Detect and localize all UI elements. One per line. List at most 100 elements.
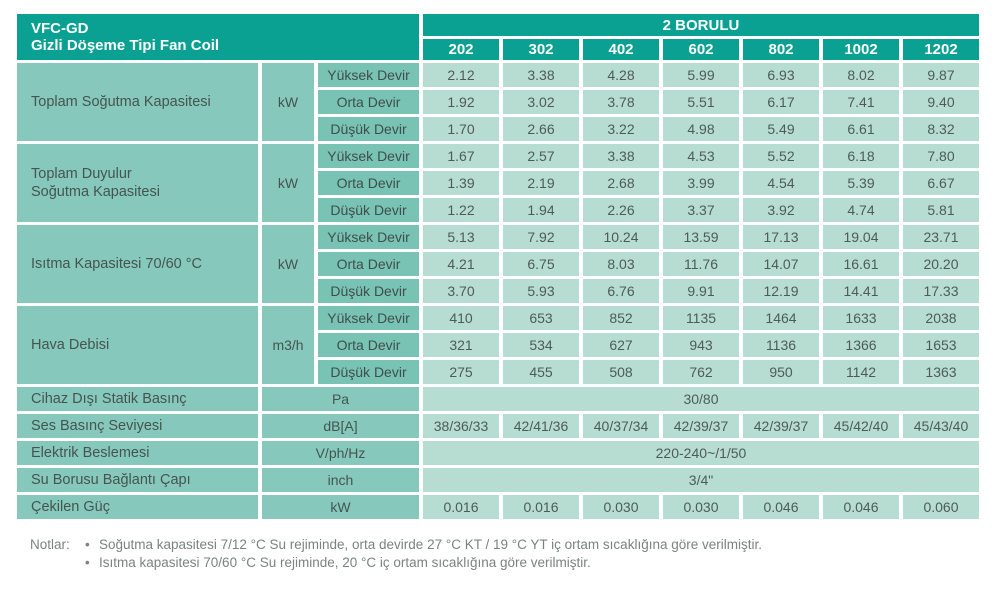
product-title: VFC-GD Gizli Döşeme Tipi Fan Coil: [17, 14, 419, 60]
model-header-cell: 402: [583, 39, 659, 60]
spec-row: Düşük Devir 3.70 5.93 6.76 9.91 12.19 14.41 17.…: [17, 279, 979, 303]
notes-section: Notlar: • Soğutma kapasitesi 7/12 °C Su …: [30, 536, 1000, 572]
speed-label-cell: Orta Devir: [318, 171, 419, 195]
spec-value-cell: 6.61: [823, 117, 899, 141]
spec-value-cell: 1142: [823, 360, 899, 384]
spec-value-cell: 1136: [743, 333, 819, 357]
spec-row: Orta Devir 1.92 3.02 3.78 5.51 6.17 7.41 9.40: [17, 90, 979, 114]
unit-cell: m3/h: [262, 306, 314, 384]
spec-row: Düşük Devir 1.22 1.94 2.26 3.37 3.92 4.74 5.81: [17, 198, 979, 222]
spec-row: Ses Basınç Seviyesi dB[A] 38/36/33 42/41/36…: [17, 414, 979, 438]
unit-cell: inch: [262, 468, 419, 492]
bullet-icon: •: [85, 537, 90, 552]
spec-value-cell: 3.92: [743, 198, 819, 222]
model-header-cell: 202: [423, 39, 499, 60]
spec-value-cell: 508: [583, 360, 659, 384]
spec-value-cell: 2.12: [423, 63, 499, 87]
spec-value-cell: 5.81: [903, 198, 979, 222]
spec-value-cell: 3.70: [423, 279, 499, 303]
spec-value-cell: 1.94: [503, 198, 579, 222]
spec-value-cell: 23.71: [903, 225, 979, 249]
spec-row: Toplam Duyulur Soğutma Kapasitesi kW Yüksek…: [17, 144, 979, 222]
note-text: Soğutma kapasitesi 7/12 °C Su rejiminde,…: [99, 537, 762, 552]
spec-value-cell: 5.52: [743, 144, 819, 168]
note-text: Isıtma kapasitesi 70/60 °C Su rejiminde,…: [99, 555, 591, 570]
spec-value-cell: 45/43/40: [903, 414, 979, 438]
spec-value-cell: 40/37/34: [583, 414, 659, 438]
spec-row: Çekilen Güç kW 0.016 0.016 0.030 0.030 0.046 0.…: [17, 495, 979, 519]
speed-label-cell: Yüksek Devir: [318, 63, 419, 87]
spec-table-body: VFC-GD Gizli Döşeme Tipi Fan Coil 2 BORULU…: [17, 14, 979, 519]
speed-label-cell: Orta Devir: [318, 90, 419, 114]
spec-row: Hava Debisi m3/h Yüksek Devir 410 653 852 1135…: [17, 306, 979, 384]
spec-row: Toplam Soğutma Kapasitesi kW Yüksek Devir 2…: [17, 63, 979, 141]
spec-value-cell: 17.33: [903, 279, 979, 303]
speed-label-cell: Yüksek Devir: [318, 306, 419, 330]
note-item: • Isıtma kapasitesi 70/60 °C Su rejimind…: [85, 554, 762, 572]
spec-value-cell: 321: [423, 333, 499, 357]
row-label-cell: Elektrik Beslemesi: [17, 441, 258, 465]
product-name: Gizli Döşeme Tipi Fan Coil: [31, 37, 220, 54]
spec-value-cell: 6.18: [823, 144, 899, 168]
spec-value-cell: 4.54: [743, 171, 819, 195]
spec-value-cell: 275: [423, 360, 499, 384]
unit-cell: kW: [262, 495, 419, 519]
spec-value-cell: 2.68: [583, 171, 659, 195]
spec-value-cell: 220-240~/1/50: [423, 441, 979, 465]
spec-row: Cihaz Dışı Statik Basınç Pa 30/80: [17, 387, 979, 411]
header-row: VFC-GD Gizli Döşeme Tipi Fan Coil 2 BORULU: [17, 14, 979, 60]
spec-value-cell: 0.046: [823, 495, 899, 519]
spec-value-cell: 20.20: [903, 252, 979, 276]
spec-value-cell: 30/80: [423, 387, 979, 411]
spec-value-cell: 12.19: [743, 279, 819, 303]
spec-value-cell: 653: [503, 306, 579, 330]
spec-value-cell: 8.03: [583, 252, 659, 276]
speed-label-cell: Düşük Devir: [318, 279, 419, 303]
notes-list: • Soğutma kapasitesi 7/12 °C Su rejimind…: [85, 536, 762, 572]
catalog-page: { "header": { "product_code": "VFC-GD", …: [0, 11, 1000, 596]
spec-value-cell: 627: [583, 333, 659, 357]
spec-value-cell: 42/41/36: [503, 414, 579, 438]
spec-value-cell: 17.13: [743, 225, 819, 249]
spec-value-cell: 42/39/37: [743, 414, 819, 438]
speed-label-cell: Düşük Devir: [318, 198, 419, 222]
spec-value-cell: 0.016: [503, 495, 579, 519]
spec-row: Orta Devir 321 534 627 943 1136 1366 1653: [17, 333, 979, 357]
spec-value-cell: 5.39: [823, 171, 899, 195]
spec-value-cell: 6.93: [743, 63, 819, 87]
spec-value-cell: 13.59: [663, 225, 739, 249]
spec-value-cell: 9.40: [903, 90, 979, 114]
row-label-line: Toplam Soğutma Kapasitesi: [31, 94, 211, 110]
unit-cell: dB[A]: [262, 414, 419, 438]
speed-label-cell: Yüksek Devir: [318, 144, 419, 168]
spec-value-cell: 5.51: [663, 90, 739, 114]
spec-value-cell: 4.98: [663, 117, 739, 141]
spec-value-cell: 410: [423, 306, 499, 330]
speed-label-cell: Düşük Devir: [318, 360, 419, 384]
unit-cell: Pa: [262, 387, 419, 411]
spec-value-cell: 2.19: [503, 171, 579, 195]
spec-value-cell: 943: [663, 333, 739, 357]
speed-label-cell: Orta Devir: [318, 252, 419, 276]
spec-value-cell: 3.99: [663, 171, 739, 195]
model-header-cell: 1002: [823, 39, 899, 60]
spec-value-cell: 1633: [823, 306, 899, 330]
spec-value-cell: 14.07: [743, 252, 819, 276]
speed-label-cell: Yüksek Devir: [318, 225, 419, 249]
spec-value-cell: 455: [503, 360, 579, 384]
bullet-icon: •: [85, 555, 90, 570]
product-code: VFC-GD: [31, 20, 89, 37]
spec-value-cell: 6.76: [583, 279, 659, 303]
spec-value-cell: 42/39/37: [663, 414, 739, 438]
spec-row: Orta Devir 1.39 2.19 2.68 3.99 4.54 5.39 6.67: [17, 171, 979, 195]
row-label-cell: Hava Debisi: [17, 306, 258, 384]
spec-value-cell: 10.24: [583, 225, 659, 249]
unit-cell: kW: [262, 144, 314, 222]
unit-cell: kW: [262, 63, 314, 141]
spec-value-cell: 1.70: [423, 117, 499, 141]
spec-table: VFC-GD Gizli Döşeme Tipi Fan Coil 2 BORULU…: [13, 11, 983, 522]
model-header-cell: 802: [743, 39, 819, 60]
spec-value-cell: 7.92: [503, 225, 579, 249]
spec-value-cell: 3.38: [503, 63, 579, 87]
model-header-cell: 602: [663, 39, 739, 60]
